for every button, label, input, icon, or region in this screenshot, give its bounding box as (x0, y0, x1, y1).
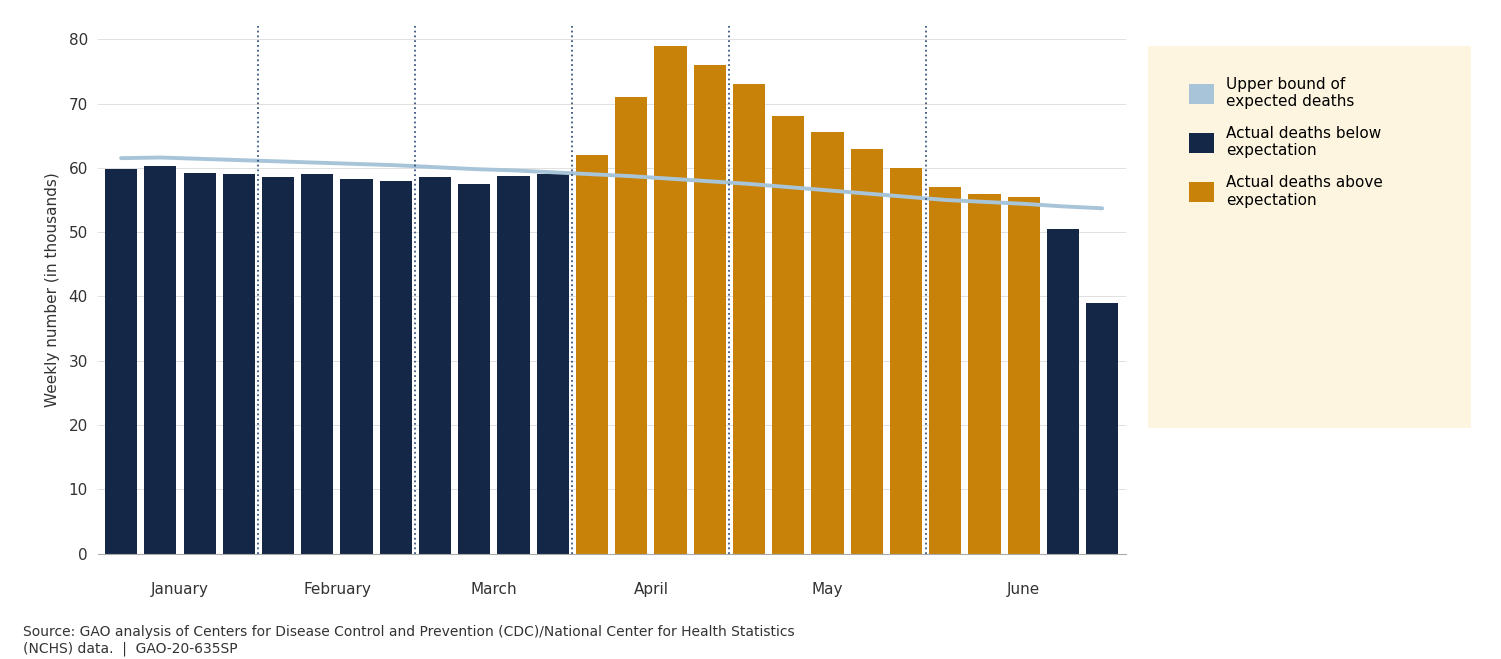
Bar (654, 45, 686, 554)
Bar (1087, 303, 1118, 554)
Text: March: March (471, 583, 518, 598)
Bar (732, 84, 766, 554)
Bar (576, 155, 608, 554)
Bar (222, 174, 255, 554)
Bar (1007, 197, 1040, 554)
Text: February: February (303, 583, 371, 598)
Bar (615, 97, 647, 554)
Text: April: April (633, 583, 668, 598)
Text: Source: GAO analysis of Centers for Disease Control and Prevention (CDC)/Nationa: Source: GAO analysis of Centers for Dise… (23, 625, 794, 656)
Text: June: June (1007, 583, 1040, 598)
Bar (341, 179, 372, 554)
Bar (537, 174, 569, 554)
Bar (851, 148, 883, 554)
Text: May: May (812, 583, 844, 598)
Bar (144, 166, 177, 554)
Bar (458, 184, 491, 554)
Text: January: January (152, 583, 209, 598)
Bar (812, 132, 844, 554)
Bar (929, 187, 961, 554)
Bar (302, 174, 333, 554)
Bar (419, 177, 452, 554)
Bar (772, 117, 805, 554)
Legend: Upper bound of
expected deaths, Actual deaths below
expectation, Actual deaths a: Upper bound of expected deaths, Actual d… (1181, 69, 1390, 215)
Y-axis label: Weekly number (in thousands): Weekly number (in thousands) (45, 173, 60, 407)
Bar (1046, 229, 1079, 554)
Bar (263, 177, 294, 554)
Bar (890, 168, 922, 554)
Bar (968, 194, 1001, 554)
Bar (497, 175, 530, 554)
Bar (693, 65, 726, 554)
Bar (105, 169, 137, 554)
Bar (183, 173, 216, 554)
Bar (380, 181, 411, 554)
